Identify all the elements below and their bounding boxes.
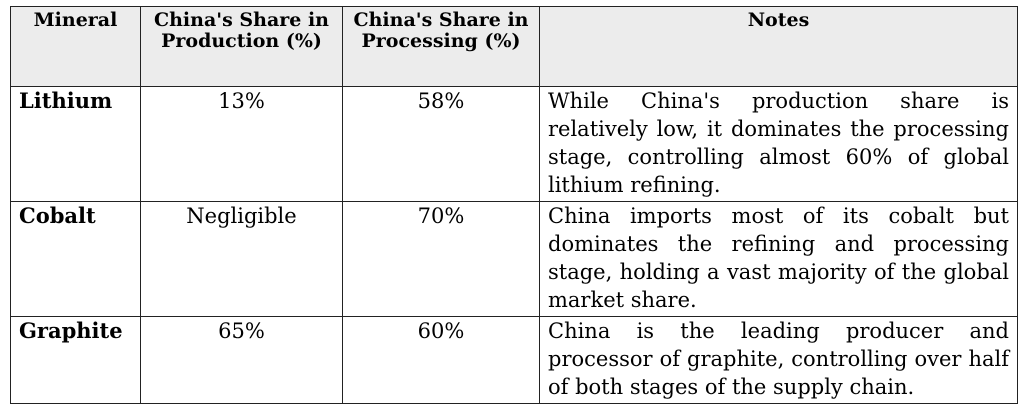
- mineral-table: Mineral China's Share in Production (%) …: [10, 6, 1018, 404]
- table-row: Lithium 13% 58% While China's production…: [10, 86, 1018, 202]
- notes-cell: While China's production share is relati…: [539, 86, 1018, 202]
- table-header: Mineral China's Share in Production (%) …: [10, 6, 1018, 87]
- processing-share: 60%: [342, 316, 540, 404]
- mineral-name: Graphite: [10, 316, 141, 404]
- mineral-name: Cobalt: [10, 201, 141, 317]
- header-notes: Notes: [539, 6, 1018, 87]
- processing-share: 58%: [342, 86, 540, 202]
- header-row: Mineral China's Share in Production (%) …: [10, 6, 1018, 87]
- header-production-share: China's Share in Production (%): [140, 6, 343, 87]
- notes-cell: China is the leading producer and proces…: [539, 316, 1018, 404]
- table-row: Cobalt Negligible 70% China imports most…: [10, 201, 1018, 317]
- processing-share: 70%: [342, 201, 540, 317]
- table-row: Graphite 65% 60% China is the leading pr…: [10, 316, 1018, 404]
- production-share: 65%: [140, 316, 343, 404]
- header-mineral: Mineral: [10, 6, 141, 87]
- mineral-name: Lithium: [10, 86, 141, 202]
- notes-cell: China imports most of its cobalt but dom…: [539, 201, 1018, 317]
- production-share: Negligible: [140, 201, 343, 317]
- header-processing-share: China's Share in Processing (%): [342, 6, 540, 87]
- production-share: 13%: [140, 86, 343, 202]
- table-body: Lithium 13% 58% While China's production…: [10, 86, 1018, 404]
